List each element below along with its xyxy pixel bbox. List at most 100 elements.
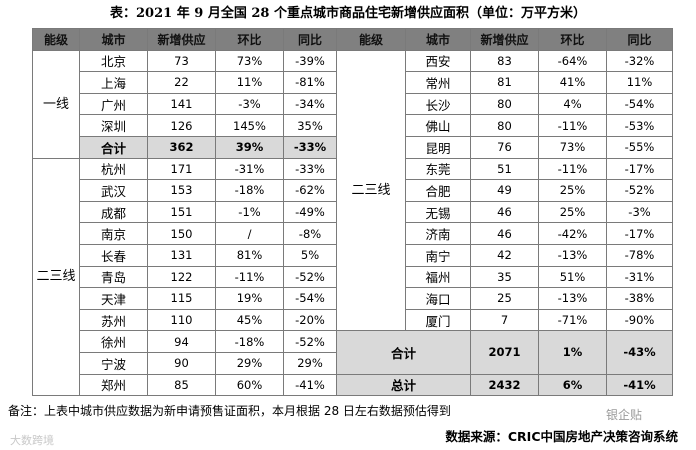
city: 武汉 — [79, 179, 148, 202]
column-header: 环比 — [215, 28, 284, 51]
column-header: 能级 — [336, 28, 406, 51]
subtotal-value: -33% — [283, 135, 337, 159]
cell: -62% — [283, 179, 337, 202]
city: 广州 — [79, 92, 148, 116]
table-row: 广州 141 -3% -34% 长沙 80 4% -54% — [33, 92, 673, 116]
cell: 35 — [470, 265, 539, 289]
table-row: 上海 22 11% -81% 常州 81 41% 11% — [33, 71, 673, 94]
city: 郑州 — [79, 373, 148, 397]
cell: -18% — [215, 330, 284, 353]
city: 佛山 — [405, 114, 471, 137]
city: 福州 — [405, 265, 471, 289]
cell: 11% — [606, 71, 673, 94]
cell: -3% — [215, 92, 284, 116]
cell: 80 — [470, 92, 539, 116]
cell: -13% — [538, 243, 607, 267]
cell: -53% — [606, 114, 673, 137]
cell: -11% — [538, 157, 607, 181]
cell: -34% — [283, 92, 337, 116]
table-row: 一线 北京 73 73% -39% 二三线 西安 83 -64% -32% — [32, 49, 673, 332]
cell: -1% — [215, 200, 284, 224]
city: 上海 — [79, 71, 148, 94]
cell: 46 — [470, 222, 539, 245]
column-header: 同比 — [283, 28, 337, 51]
table-row: 武汉 153 -18% -62% 合肥 49 25% -52% — [33, 179, 673, 202]
cell: 42 — [470, 243, 539, 267]
cell: -31% — [606, 265, 673, 289]
cell: 35% — [283, 114, 337, 137]
cell: 45% — [215, 308, 284, 332]
cell: 4% — [538, 92, 607, 116]
cell: 110 — [147, 308, 216, 332]
city: 南京 — [79, 222, 148, 245]
cell: 5% — [283, 243, 337, 267]
cell: -39% — [283, 49, 337, 73]
table-row: 合计 362 39% -33% 昆明 76 73% -55% — [33, 135, 673, 159]
note: 备注：上表中城市供应数据为新申请预售证面积，本月根据 28 日左右数据预估得到 — [8, 404, 451, 418]
cell: 46 — [470, 200, 539, 224]
total-label: 总计 — [336, 373, 471, 397]
cell: 81% — [215, 243, 284, 267]
table-row: 天津 115 19% -54% 海口 25 -13% -38% — [33, 287, 673, 310]
city: 海口 — [405, 287, 471, 310]
city: 无锡 — [405, 200, 471, 224]
cell: -90% — [606, 308, 673, 332]
city: 青岛 — [79, 265, 148, 289]
cell: 126 — [147, 114, 216, 137]
cell: -41% — [283, 373, 337, 397]
cell: -55% — [606, 135, 673, 159]
cell: 51 — [470, 157, 539, 181]
cell: -49% — [283, 200, 337, 224]
cell: -17% — [606, 222, 673, 245]
cell: 25% — [538, 200, 607, 224]
cell: / — [215, 222, 284, 245]
cell: 83 — [470, 49, 539, 73]
city: 济南 — [405, 222, 471, 245]
table-row: 徐州 94 -18% -52% 合计 2071 1% -43% — [33, 330, 673, 375]
table-row: 宁波 90 29% 29% — [33, 351, 673, 375]
city: 杭州 — [79, 157, 148, 181]
cell: 60% — [215, 373, 284, 397]
city: 成都 — [79, 200, 148, 224]
table-row: 二三线 杭州 171 -31% -33% 东莞 51 -11% -17% — [32, 157, 673, 397]
city: 东莞 — [405, 157, 471, 181]
cell: -52% — [606, 179, 673, 202]
cell: -3% — [606, 200, 673, 224]
cell: 115 — [147, 287, 216, 310]
cell: -13% — [538, 287, 607, 310]
subtotal-value: 362 — [147, 135, 216, 159]
cell: -20% — [283, 308, 337, 332]
cell: 51% — [538, 265, 607, 289]
cell: 171 — [147, 157, 216, 181]
table-title: 表：2021 年 9 月全国 28 个重点城市商品住宅新增供应面积（单位：万平方… — [110, 6, 586, 21]
cell: 131 — [147, 243, 216, 267]
table-row: 南京 150/-8% 济南 46 -42% -17% — [33, 222, 673, 245]
cell: -18% — [215, 179, 284, 202]
cell: 80 — [470, 114, 539, 137]
cell: 81 — [470, 71, 539, 94]
subtotal-value: 2071 — [470, 330, 539, 375]
table-row: 成都 151 -1% -49% 无锡 46 25% -3% — [33, 200, 673, 224]
city: 长春 — [79, 243, 148, 267]
cell: 73% — [215, 49, 284, 73]
subtotal-label: 合计 — [336, 330, 471, 375]
table-row: 郑州 85 60% -41% 总计 2432 6% -41% — [33, 373, 673, 397]
cell: 85 — [147, 373, 216, 397]
cell: 41% — [538, 71, 607, 94]
cell: -42% — [538, 222, 607, 245]
cell: -81% — [283, 71, 337, 94]
city: 合肥 — [405, 179, 471, 202]
cell: 141 — [147, 92, 216, 116]
table-body: 一线 北京 73 73% -39% 二三线 西安 83 -64% -32% 上海 22 11% -81% 常… — [32, 49, 673, 397]
cell: -64% — [538, 49, 607, 73]
city: 长沙 — [405, 92, 471, 116]
cell: -52% — [283, 330, 337, 353]
cell: -32% — [606, 49, 673, 73]
cell: 150 — [147, 222, 216, 245]
city: 厦门 — [405, 308, 471, 332]
cell: 49 — [470, 179, 539, 202]
cell: -52% — [283, 265, 337, 289]
cell: -33% — [283, 157, 337, 181]
cell: 73 — [147, 49, 216, 73]
